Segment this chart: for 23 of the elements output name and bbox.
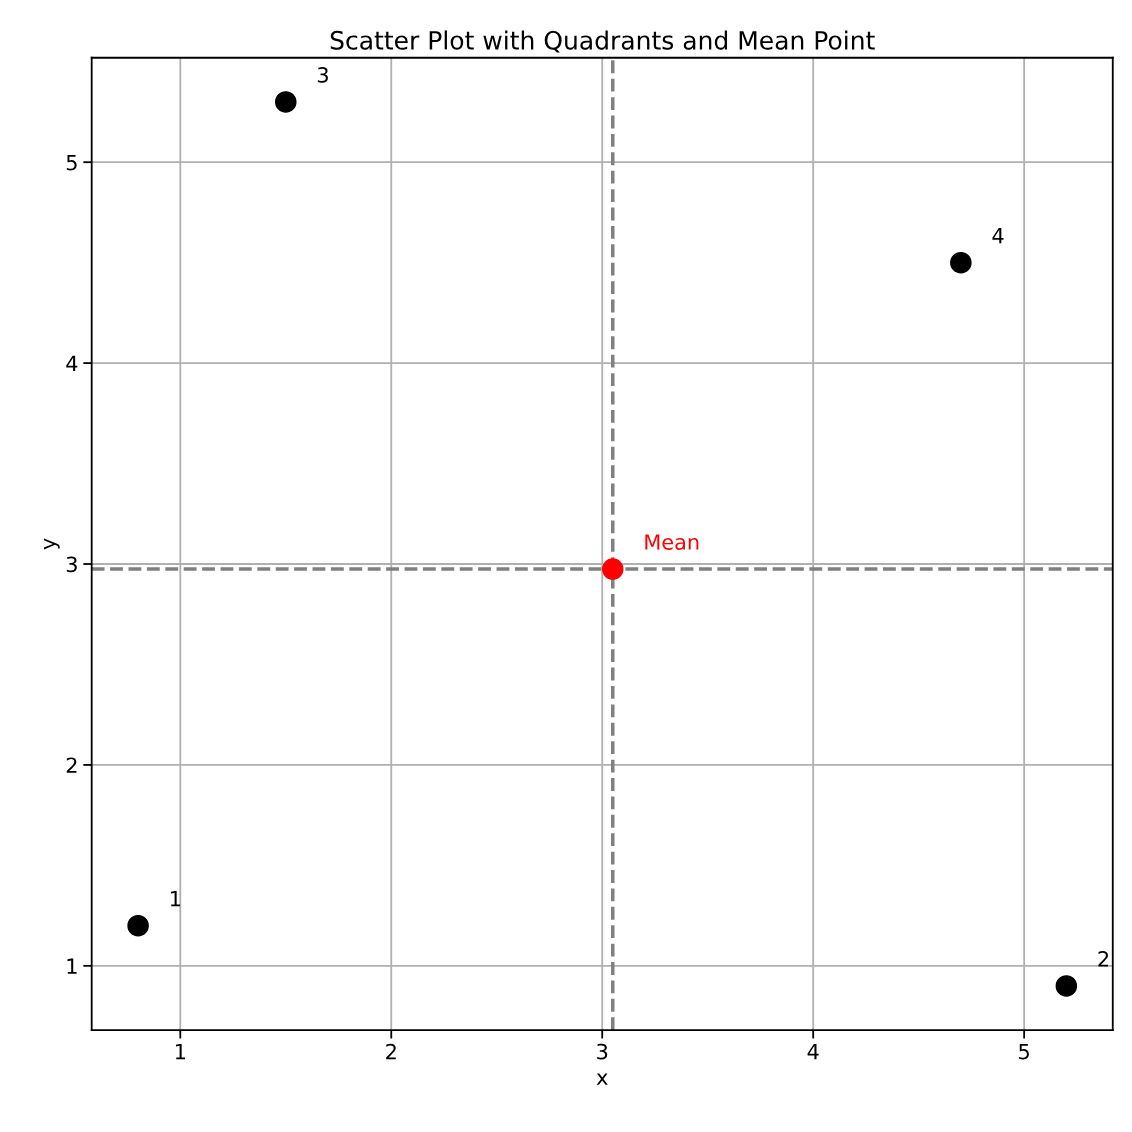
point: [127, 914, 149, 937]
x-axis-title: x: [596, 1073, 608, 1085]
chart-title: Scatter Plot with Quadrants and Mean Point: [330, 30, 875, 53]
annotation: 3: [317, 67, 328, 83]
annotation: 1: [170, 891, 180, 907]
series-label: Mean: [645, 534, 699, 550]
point: [950, 251, 972, 274]
y-tick-label: 2: [66, 757, 77, 773]
x-tick-label: 3: [597, 1043, 608, 1060]
annotation: 4: [992, 228, 1004, 244]
point: [1055, 975, 1078, 997]
annotation: 2: [1098, 951, 1109, 967]
y-tick-label: 1: [67, 958, 77, 974]
x-tick-label: 2: [386, 1043, 396, 1060]
y-tick-label: 5: [66, 154, 77, 171]
point: [602, 558, 624, 580]
y-tick-label: 4: [66, 355, 78, 372]
x-tick-label: 1: [175, 1043, 185, 1060]
y-tick-label: 3: [66, 556, 77, 573]
point: [275, 91, 297, 113]
y-axis-title: y: [43, 538, 60, 550]
x-tick-label: 5: [1019, 1043, 1029, 1060]
x-tick-label: 4: [807, 1043, 819, 1060]
